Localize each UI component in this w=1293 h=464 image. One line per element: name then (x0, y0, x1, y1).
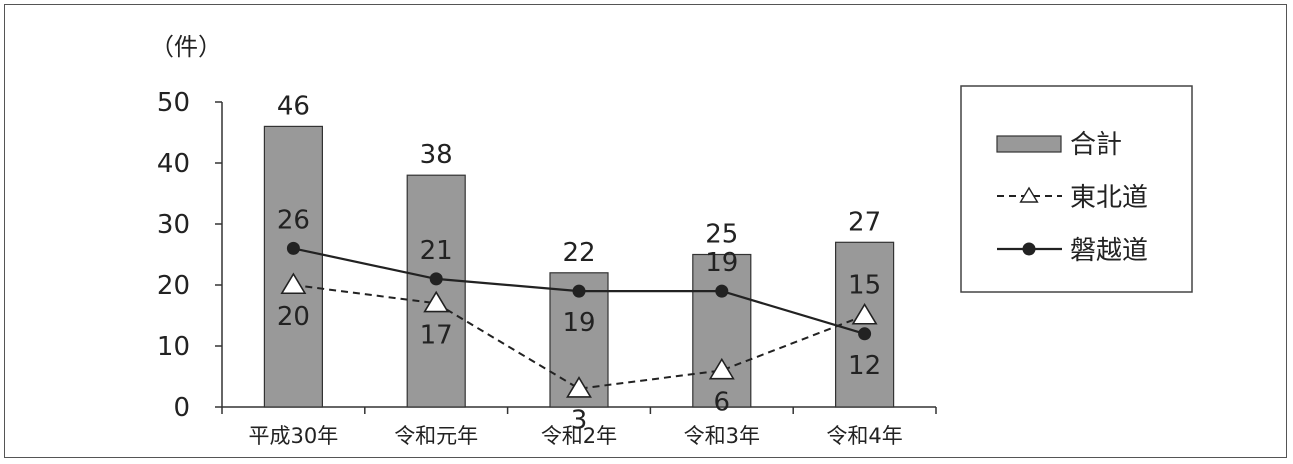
legend-marker-banetsu (1022, 242, 1036, 256)
x-tick-label: 平成30年 (249, 424, 339, 448)
tohoku-value-label: 3 (571, 406, 588, 436)
point-banetsu (429, 272, 443, 286)
tohoku-value-label: 6 (714, 387, 731, 417)
point-tohoku (851, 302, 878, 325)
bar-value-label: 25 (705, 220, 738, 250)
bar-value-label: 27 (848, 207, 881, 237)
x-tick-label: 令和3年 (684, 424, 760, 448)
legend-label-banetsu: 磐越道 (1070, 236, 1148, 266)
point-banetsu (858, 327, 872, 341)
y-tick-label: 20 (157, 271, 190, 301)
point-tohoku (708, 357, 735, 380)
x-tick-label: 令和4年 (826, 424, 902, 448)
legend-box (960, 85, 1193, 293)
series-line-tohoku (293, 284, 865, 390)
y-tick-label: 50 (157, 88, 190, 118)
legend-label-tohoku: 東北道 (1070, 183, 1148, 213)
point-banetsu (286, 241, 300, 255)
banetsu-value-label: 21 (420, 236, 453, 266)
bar (263, 125, 323, 408)
y-tick-label: 30 (157, 210, 190, 240)
y-tick-label: 40 (157, 149, 190, 179)
banetsu-value-label: 19 (705, 248, 738, 278)
legend-swatch-total (996, 135, 1062, 153)
tohoku-value-label: 20 (277, 302, 310, 332)
legend-label-total: 合計 (1070, 130, 1122, 160)
x-tick-label: 令和元年 (394, 424, 478, 448)
tohoku-value-label: 15 (848, 271, 881, 301)
point-tohoku (423, 290, 450, 313)
bar-value-label: 22 (562, 238, 595, 268)
bar-value-label: 38 (420, 140, 453, 170)
point-banetsu (715, 284, 729, 298)
banetsu-value-label: 26 (277, 205, 310, 235)
point-banetsu (572, 284, 586, 298)
tohoku-value-label: 17 (420, 320, 453, 350)
point-tohoku (566, 376, 592, 398)
bar (692, 253, 752, 408)
y-tick-label: 10 (157, 332, 190, 362)
legend-marker-tohoku (1019, 186, 1039, 203)
banetsu-value-label: 19 (562, 308, 595, 338)
y-unit-label: （件） (150, 33, 222, 61)
point-tohoku (280, 272, 307, 295)
x-tick-label: 令和2年 (541, 424, 617, 448)
bar-value-label: 46 (277, 91, 310, 121)
banetsu-value-label: 12 (848, 351, 881, 381)
y-tick-label: 0 (173, 393, 190, 423)
bar (834, 241, 895, 408)
